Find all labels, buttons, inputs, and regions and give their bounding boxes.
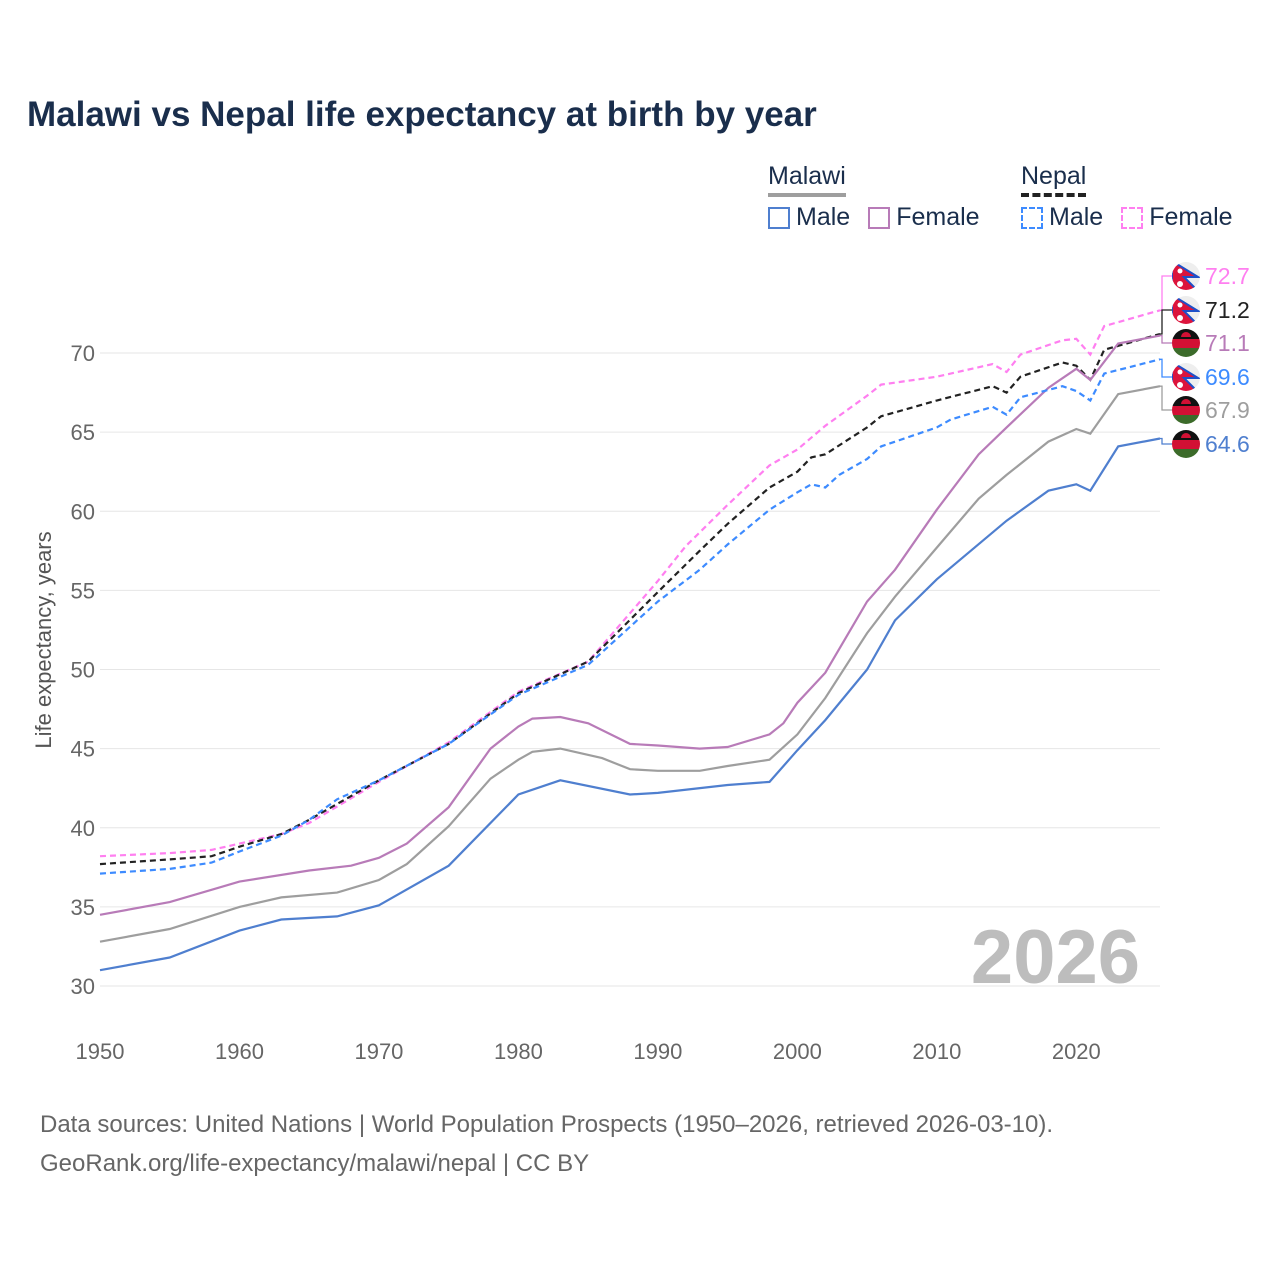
- legend-swatch: [1021, 206, 1043, 229]
- data-source-text: Data sources: United Nations | World Pop…: [40, 1111, 1054, 1138]
- y-tick-label: 55: [71, 578, 95, 603]
- series-line-malawi: [99, 385, 1161, 943]
- x-tick-label: 1950: [76, 1039, 125, 1064]
- y-tick-label: 40: [71, 816, 95, 841]
- malawi-flag-icon: [1172, 430, 1200, 458]
- series-line-nepal-female: [99, 309, 1161, 858]
- end-value-label: 67.9: [1205, 397, 1250, 423]
- legend-malawi-male: Male: [768, 203, 850, 232]
- x-tick-label: 2000: [773, 1039, 822, 1064]
- legend-swatch: [768, 206, 790, 229]
- legend-malawi: Malawi Male Female: [768, 162, 980, 232]
- end-value-label: 71.1: [1205, 330, 1250, 356]
- y-tick-label: 30: [71, 974, 95, 999]
- end-label-connector: [1160, 334, 1172, 344]
- x-tick-label: 1990: [633, 1039, 682, 1064]
- malawi-flag-icon: [1172, 329, 1200, 357]
- end-label-connector: [1160, 309, 1172, 335]
- legend-label: Male: [1049, 203, 1104, 231]
- legend-label: Female: [896, 203, 980, 231]
- end-value-label: 64.6: [1205, 431, 1250, 457]
- x-tick-label: 1970: [354, 1039, 403, 1064]
- year-watermark: 2026: [971, 915, 1140, 1000]
- y-tick-label: 65: [71, 420, 95, 445]
- x-tick-label: 1980: [494, 1039, 543, 1064]
- end-label-connector: [1160, 358, 1172, 378]
- nepal-flag-icon: [1172, 363, 1200, 391]
- series-line-malawi-male: [99, 437, 1161, 972]
- x-tick-label: 1960: [215, 1039, 264, 1064]
- y-tick-label: 70: [71, 341, 95, 366]
- legend-malawi-title: Malawi: [768, 162, 846, 197]
- legend-label: Female: [1149, 203, 1233, 231]
- end-value-label: 72.7: [1205, 263, 1250, 289]
- nepal-flag-icon: [1172, 262, 1200, 290]
- series-line-nepal-male: [99, 358, 1161, 875]
- y-tick-label: 35: [71, 895, 95, 920]
- end-value-label: 69.6: [1205, 364, 1250, 390]
- footer: Data sources: United Nations | World Pop…: [40, 1105, 1053, 1183]
- y-tick-label: 60: [71, 499, 95, 524]
- nepal-flag-icon: [1172, 296, 1200, 324]
- x-tick-label: 2010: [912, 1039, 961, 1064]
- series-line-nepal: [99, 332, 1161, 866]
- legend-label: Male: [796, 203, 851, 231]
- end-label-connector: [1160, 385, 1172, 411]
- legend-nepal-title: Nepal: [1021, 162, 1087, 197]
- x-tick-label: 2020: [1052, 1039, 1101, 1064]
- y-tick-label: 45: [71, 737, 95, 762]
- malawi-flag-icon: [1172, 396, 1200, 424]
- series-line-malawi-female: [99, 334, 1161, 916]
- source-link[interactable]: GeoRank.org/life-expectancy/malawi/nepal…: [40, 1150, 590, 1177]
- end-label-connector: [1160, 437, 1172, 445]
- legend-nepal-female: Female: [1121, 203, 1233, 232]
- end-value-label: 71.2: [1205, 297, 1250, 323]
- legend-swatch: [868, 206, 891, 229]
- end-label-connector: [1160, 275, 1172, 311]
- legend-malawi-female: Female: [868, 203, 980, 232]
- legend-swatch: [1121, 206, 1144, 229]
- legend-nepal-male: Male: [1021, 203, 1103, 232]
- chart-title: Malawi vs Nepal life expectancy at birth…: [27, 95, 817, 134]
- legend-nepal: Nepal Male Female: [1021, 162, 1233, 232]
- y-tick-label: 50: [71, 658, 95, 683]
- y-axis-title: Life expectancy, years: [31, 531, 56, 748]
